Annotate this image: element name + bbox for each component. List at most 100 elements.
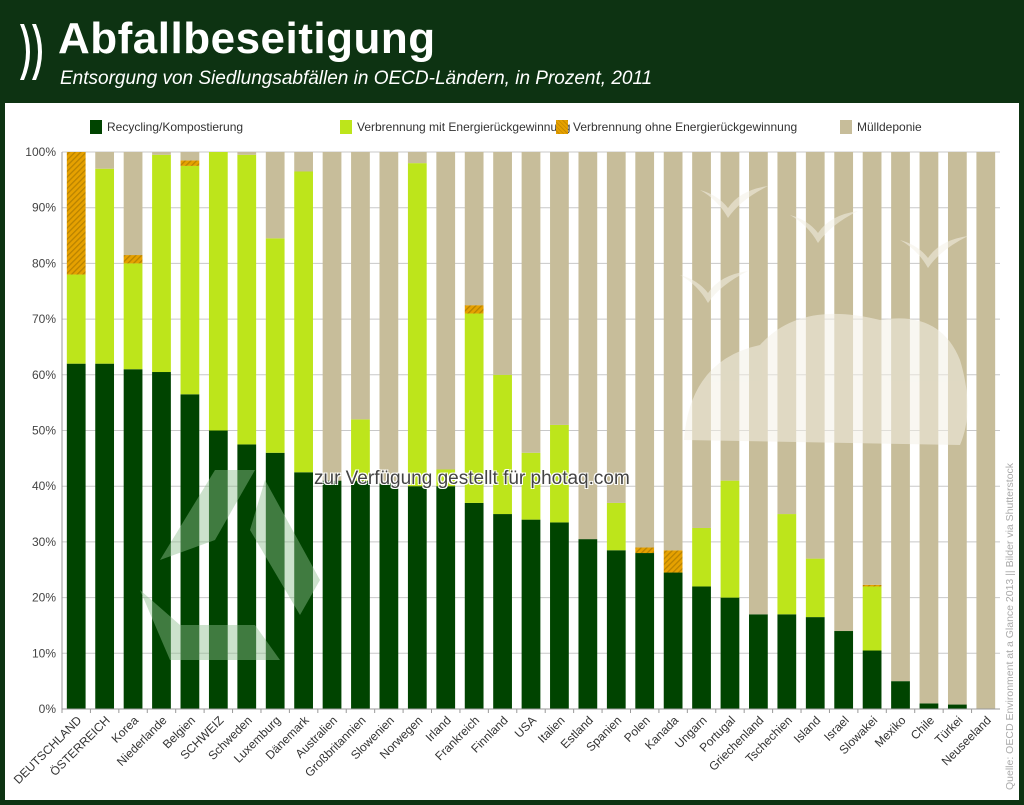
y-tick-label: 0% bbox=[39, 702, 57, 716]
bar-segment-landfill bbox=[692, 152, 711, 528]
bar-segment-recycling bbox=[464, 502, 484, 709]
landfill-illustration-icon bbox=[684, 313, 968, 445]
y-tick-label: 70% bbox=[32, 312, 56, 326]
bar-segment-recycling bbox=[805, 617, 825, 709]
bar-segment-landfill bbox=[180, 152, 200, 161]
legend-item-no-energy: Verbrennung ohne Energierückgewinnung bbox=[556, 120, 797, 134]
bar-segment-recycling bbox=[322, 480, 342, 709]
bar-segment-no_energy bbox=[123, 255, 143, 264]
y-tick-label: 20% bbox=[32, 591, 56, 605]
legend-swatch-recycling bbox=[90, 120, 102, 134]
bar-segment-landfill bbox=[351, 152, 370, 420]
bar-segment-recycling bbox=[95, 363, 115, 709]
bar-segment-landfill bbox=[464, 152, 484, 306]
bar-segment-recycling bbox=[777, 614, 797, 709]
decoration bbox=[680, 186, 968, 445]
recycle-icon bbox=[140, 470, 320, 660]
bar-segment-energy bbox=[237, 154, 257, 445]
bar-segment-landfill bbox=[407, 152, 427, 164]
bar-segment-energy bbox=[123, 263, 143, 370]
bar-segment-recycling bbox=[663, 572, 683, 709]
bar-segment-landfill bbox=[663, 152, 683, 551]
source-note: Quelle: OECD Environment at a Glance 201… bbox=[1004, 462, 1016, 790]
legend-label: Verbrennung mit Energierückgewinnung bbox=[357, 120, 571, 134]
bar-segment-recycling bbox=[606, 550, 626, 709]
y-tick-label: 80% bbox=[32, 256, 56, 270]
y-tick-label: 10% bbox=[32, 646, 56, 660]
bar-segment-recycling bbox=[692, 586, 711, 709]
bar-segment-recycling bbox=[294, 472, 313, 709]
bar-segment-recycling bbox=[237, 444, 257, 709]
bar-segment-no_energy bbox=[66, 152, 86, 275]
bar-segment-landfill bbox=[237, 152, 257, 155]
legend-label: Recycling/Kompostierung bbox=[107, 120, 244, 134]
bar-segment-energy bbox=[294, 171, 313, 473]
bar-segment-recycling bbox=[66, 363, 86, 709]
bar-segment-recycling bbox=[720, 597, 740, 709]
bar-segment-landfill bbox=[95, 152, 115, 169]
bar-segment-energy bbox=[464, 313, 484, 503]
bar-segment-energy bbox=[152, 154, 171, 373]
legend-swatch-landfill bbox=[840, 120, 852, 134]
legend-label: Mülldeponie bbox=[857, 120, 922, 134]
bar-segment-recycling bbox=[521, 519, 541, 709]
bar-segment-energy bbox=[265, 238, 285, 453]
bar-segment-no_energy bbox=[635, 547, 655, 554]
bar-segment-energy bbox=[407, 163, 427, 487]
bar-segment-landfill bbox=[521, 152, 541, 453]
bar-segment-recycling bbox=[379, 483, 399, 709]
bar-segment-energy bbox=[606, 502, 626, 551]
legend-swatch-no-energy bbox=[556, 120, 568, 134]
bar-segment-recycling bbox=[862, 650, 882, 709]
y-tick-label: 40% bbox=[32, 479, 56, 493]
bar-segment-recycling bbox=[265, 452, 285, 709]
bar-segment-energy bbox=[351, 419, 370, 481]
bar-segment-recycling bbox=[436, 486, 456, 709]
bird-icon bbox=[680, 271, 748, 303]
bar-segment-landfill bbox=[976, 152, 996, 709]
bar-segment-energy bbox=[521, 452, 541, 520]
bar-segment-recycling bbox=[919, 703, 939, 709]
bar-segment-recycling bbox=[180, 394, 200, 709]
bar-segment-landfill bbox=[123, 152, 143, 256]
x-tick-label: Island bbox=[791, 713, 824, 746]
y-tick-label: 30% bbox=[32, 535, 56, 549]
bar-segment-no_energy bbox=[464, 305, 484, 314]
bar-segment-energy bbox=[66, 274, 86, 364]
bar-segment-recycling bbox=[123, 369, 143, 709]
bar-segment-landfill bbox=[294, 152, 313, 172]
bar-segment-recycling bbox=[947, 704, 967, 709]
bar-segment-landfill bbox=[550, 152, 569, 425]
page-subtitle: Entsorgung von Siedlungsabfällen in OECD… bbox=[60, 68, 653, 89]
bar-segment-recycling bbox=[891, 681, 910, 709]
bar-segment-no_energy bbox=[663, 550, 683, 573]
bar-segment-no_energy bbox=[862, 584, 882, 587]
y-tick-label: 60% bbox=[32, 368, 56, 382]
bar-segment-recycling bbox=[152, 372, 171, 709]
bar-segment-energy bbox=[805, 558, 825, 618]
bar-segment-landfill bbox=[635, 152, 655, 548]
legend-item-energy: Verbrennung mit Energierückgewinnung bbox=[340, 120, 570, 134]
y-tick-label: 50% bbox=[32, 424, 56, 438]
bar-segment-landfill bbox=[493, 152, 512, 375]
bar-segment-no_energy bbox=[180, 160, 200, 166]
bird-icon bbox=[900, 236, 968, 268]
y-tick-label: 90% bbox=[32, 201, 56, 215]
watermark-text: zur Verfügung gestellt für photaq.com bbox=[314, 468, 630, 489]
bar-segment-landfill bbox=[152, 152, 171, 155]
bar-segment-recycling bbox=[550, 522, 569, 709]
x-tick-label: Mexiko bbox=[872, 713, 909, 750]
page-title: Abfallbeseitigung bbox=[58, 14, 436, 63]
bird-icon bbox=[790, 211, 858, 243]
legend-item-landfill: Mülldeponie bbox=[840, 120, 922, 134]
bar-segment-recycling bbox=[407, 486, 427, 709]
y-tick-label: 100% bbox=[25, 145, 56, 159]
bar-segment-energy bbox=[720, 480, 740, 598]
bar-segment-landfill bbox=[379, 152, 399, 484]
legend: Recycling/Kompostierung Verbrennung mit … bbox=[0, 112, 1024, 142]
bar-segment-energy bbox=[208, 152, 228, 431]
oecd-chevrons-icon bbox=[20, 24, 42, 80]
bar-segment-landfill bbox=[322, 152, 342, 481]
bar-segment-energy bbox=[436, 469, 456, 487]
